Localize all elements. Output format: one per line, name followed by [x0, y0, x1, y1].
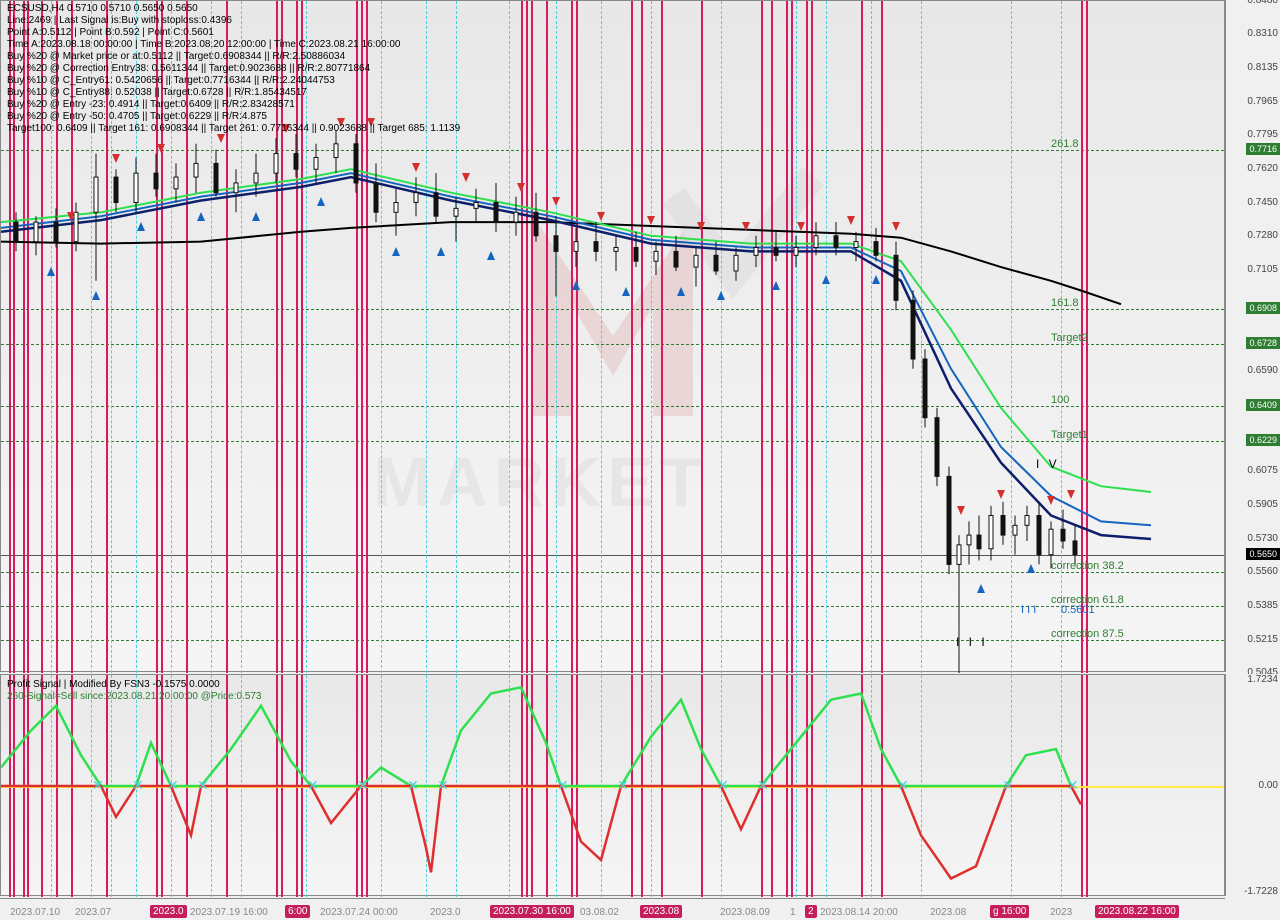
svg-text:✕: ✕: [897, 777, 909, 793]
svg-text:✕: ✕: [92, 777, 104, 793]
svg-text:✕: ✕: [437, 777, 449, 793]
oscillator-chart[interactable]: ✕✕✕✕✕✕✕✕✕✕✕✕✕✕✕ Profit Signal | Modified…: [0, 674, 1225, 896]
time-axis: 2023.07.102023.072023.02023.07.19 16:006…: [0, 898, 1225, 920]
current-price-line: [1, 555, 1224, 556]
sub-title-1: Profit Signal | Modified By FSN3 -0.1575…: [7, 679, 220, 690]
price-axis: 0.84800.83100.81350.79650.77950.76200.74…: [1225, 0, 1280, 672]
watermark-logo: MARKET: [313, 136, 913, 536]
svg-text:✕: ✕: [557, 777, 569, 793]
main-price-chart[interactable]: MARKET I I II VI I I0.5601 261.8161.8Tar…: [0, 0, 1225, 672]
sub-price-axis: 1.72340.00-1.7228: [1225, 674, 1280, 896]
svg-text:✕: ✕: [307, 777, 319, 793]
svg-text:✕: ✕: [132, 777, 144, 793]
chart-container: MARKET I I II VI I I0.5601 261.8161.8Tar…: [0, 0, 1225, 920]
sub-title-2: 260-Signal=Sell since:2023.08.21 20:00:0…: [7, 691, 262, 702]
svg-text:✕: ✕: [197, 777, 209, 793]
zero-line: [1, 786, 1224, 788]
svg-text:✕: ✕: [407, 777, 419, 793]
current-price-badge: 0.5650: [1246, 548, 1280, 560]
svg-text:✕: ✕: [167, 777, 179, 793]
svg-text:✕: ✕: [717, 777, 729, 793]
svg-text:MARKET: MARKET: [373, 443, 708, 521]
svg-text:✕: ✕: [1067, 777, 1079, 793]
svg-text:✕: ✕: [617, 777, 629, 793]
